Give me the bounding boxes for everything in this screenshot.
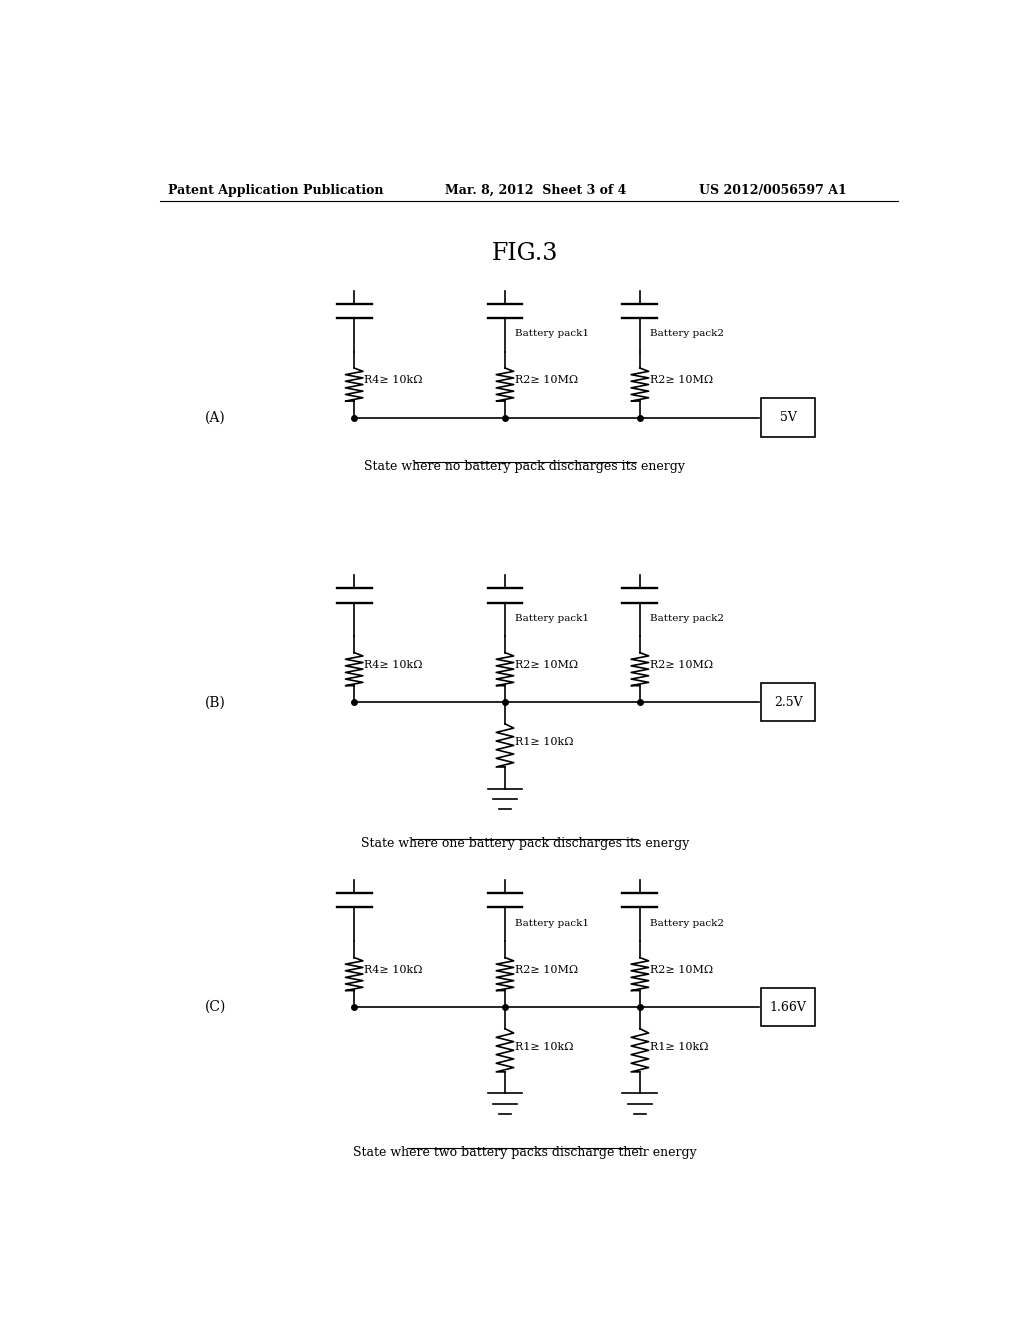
Text: R4≥ 10kΩ: R4≥ 10kΩ — [365, 965, 423, 975]
Text: R2≥ 10MΩ: R2≥ 10MΩ — [515, 375, 579, 385]
Text: State where two battery packs discharge their energy: State where two battery packs discharge … — [353, 1146, 696, 1159]
Text: Battery pack2: Battery pack2 — [650, 329, 724, 338]
Text: R1≥ 10kΩ: R1≥ 10kΩ — [515, 738, 573, 747]
Text: R4≥ 10kΩ: R4≥ 10kΩ — [365, 375, 423, 385]
Text: R1≥ 10kΩ: R1≥ 10kΩ — [650, 1043, 709, 1052]
Text: R2≥ 10MΩ: R2≥ 10MΩ — [650, 375, 714, 385]
FancyBboxPatch shape — [761, 399, 815, 437]
Text: R2≥ 10MΩ: R2≥ 10MΩ — [515, 965, 579, 975]
Text: R2≥ 10MΩ: R2≥ 10MΩ — [650, 660, 714, 671]
Text: FIG.3: FIG.3 — [492, 242, 558, 265]
Text: R1≥ 10kΩ: R1≥ 10kΩ — [515, 1043, 573, 1052]
Text: (B): (B) — [205, 696, 225, 709]
FancyBboxPatch shape — [761, 682, 815, 722]
FancyBboxPatch shape — [761, 987, 815, 1027]
Text: Battery pack1: Battery pack1 — [515, 329, 589, 338]
Text: Battery pack2: Battery pack2 — [650, 919, 724, 928]
Text: R4≥ 10kΩ: R4≥ 10kΩ — [365, 660, 423, 671]
Text: Patent Application Publication: Patent Application Publication — [168, 183, 383, 197]
Text: Battery pack1: Battery pack1 — [515, 614, 589, 623]
Text: Battery pack2: Battery pack2 — [650, 614, 724, 623]
Text: US 2012/0056597 A1: US 2012/0056597 A1 — [699, 183, 847, 197]
Text: R2≥ 10MΩ: R2≥ 10MΩ — [650, 965, 714, 975]
Text: R2≥ 10MΩ: R2≥ 10MΩ — [515, 660, 579, 671]
Text: (A): (A) — [205, 411, 225, 425]
Text: 2.5V: 2.5V — [774, 696, 803, 709]
Text: Battery pack1: Battery pack1 — [515, 919, 589, 928]
Text: 5V: 5V — [780, 411, 797, 424]
Text: (C): (C) — [205, 1001, 226, 1014]
Text: State where no battery pack discharges its energy: State where no battery pack discharges i… — [365, 461, 685, 474]
Text: 1.66V: 1.66V — [770, 1001, 807, 1014]
Text: Mar. 8, 2012  Sheet 3 of 4: Mar. 8, 2012 Sheet 3 of 4 — [445, 183, 627, 197]
Text: State where one battery pack discharges its energy: State where one battery pack discharges … — [360, 837, 689, 850]
